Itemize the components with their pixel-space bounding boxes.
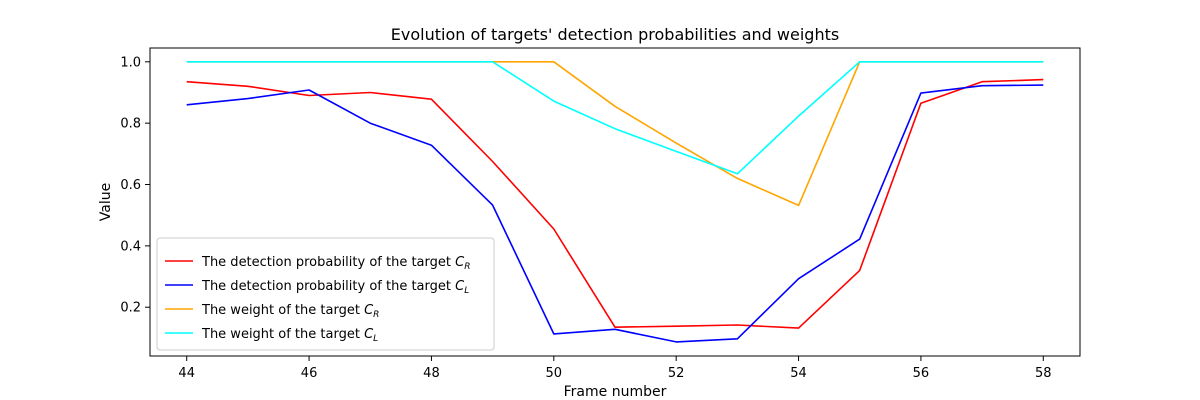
series-layer [186,60,1044,343]
series-line-4 [186,60,1044,175]
x-tick-label: 52 [668,366,685,381]
plot-area [149,47,1081,357]
y-tick-label: 0.4 [120,239,141,254]
y-tick-label: 0.2 [120,301,141,316]
legend-label-4: The weight of the target CL [201,327,378,344]
x-tick-label: 58 [1035,366,1052,381]
x-tick-label: 50 [546,366,563,381]
legend-label-2: The detection probability of the target … [201,279,469,296]
legend: The detection probability of the target … [156,237,495,351]
x-tick-label: 46 [301,366,318,381]
series-line-2 [186,84,1044,343]
y-tick-label: 0.6 [120,178,141,193]
legend-label-3: The weight of the target CR [201,303,379,320]
y-axis: 0.2 0.4 0.6 0.8 1.0 [120,55,150,316]
series-line-3 [186,60,1044,207]
legend-label-1: The detection probability of the target … [201,255,470,272]
legend-box [156,237,495,351]
x-tick-label: 48 [423,366,440,381]
y-tick-label: 0.8 [120,117,141,132]
x-tick-label: 56 [913,366,930,381]
x-axis: 44 46 48 50 52 54 56 58 [178,356,1052,381]
y-axis-label: Value [98,183,114,221]
x-tick-label: 54 [790,366,807,381]
series-line-1 [186,78,1044,329]
x-tick-label: 44 [178,366,195,381]
chart-title: Evolution of targets' detection probabil… [391,25,839,44]
y-tick-label: 1.0 [120,55,141,70]
x-axis-label: Frame number [564,384,667,400]
